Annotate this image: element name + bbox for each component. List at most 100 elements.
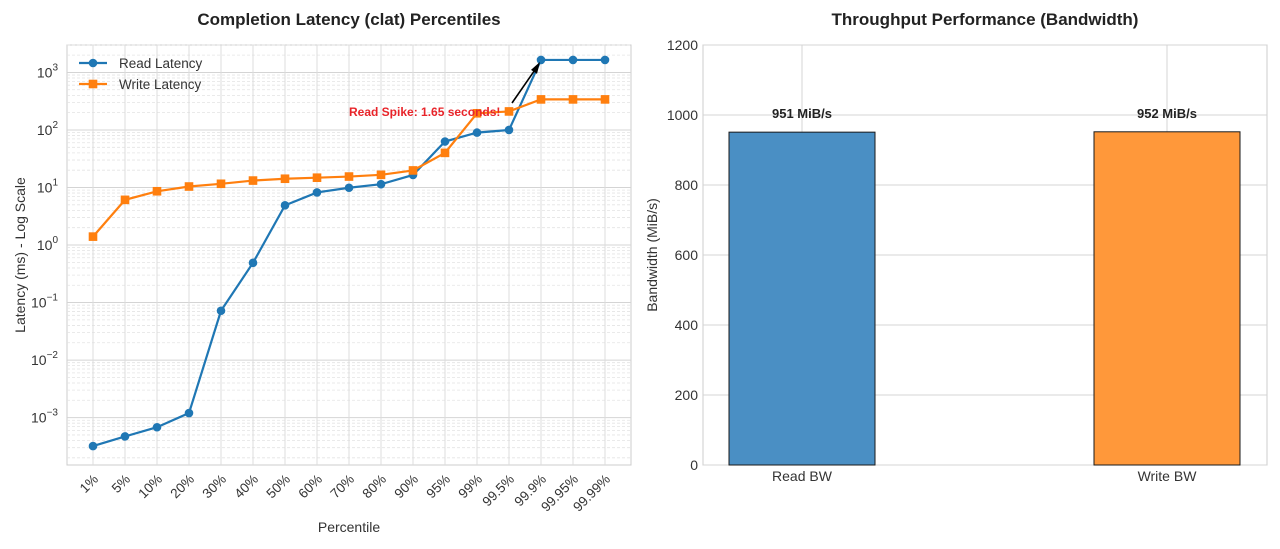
legend-marker (88, 79, 98, 89)
write-latency-point (184, 182, 194, 191)
x-tick-label: 70% (327, 472, 357, 502)
read-latency-point (376, 179, 386, 189)
bandwidth-chart: Throughput Performance (Bandwidth) 951 M… (644, 10, 1268, 484)
y-tick-exponent: −1 (47, 293, 59, 304)
write-latency-point (536, 95, 546, 104)
y-tick-exponent: 3 (52, 62, 58, 73)
bandwidth-chart-title: Throughput Performance (Bandwidth) (832, 10, 1139, 29)
latency-y-axis-label: Latency (ms) - Log Scale (12, 177, 28, 333)
x-tick-label: Write BW (1138, 468, 1198, 484)
x-tick-label: 50% (263, 472, 293, 502)
write-latency-point (472, 108, 482, 118)
write-latency-point (408, 166, 418, 175)
y-tick-label: 101 (37, 177, 59, 195)
y-tick-label: 103 (37, 62, 59, 80)
write-latency-point (440, 148, 450, 158)
latency-series (88, 55, 610, 451)
latency-x-axis-label: Percentile (318, 519, 380, 535)
bandwidth-y-axis-label: Bandwidth (MiB/s) (644, 198, 660, 312)
read-latency-point (536, 55, 546, 65)
x-tick-label: 80% (359, 472, 389, 502)
x-tick-label: 40% (231, 472, 261, 502)
latency-chart: Completion Latency (clat) Percentiles 1%… (12, 10, 632, 535)
y-tick-base: 10 (31, 410, 47, 426)
x-tick-label: 60% (295, 472, 325, 502)
y-tick-exponent: −3 (47, 408, 59, 419)
read-latency-point (88, 441, 98, 451)
x-tick-label: 95% (423, 472, 453, 502)
annotation-arrowhead (531, 61, 540, 74)
y-tick-base: 10 (37, 237, 53, 253)
y-tick-label: 10−1 (31, 293, 58, 311)
read-latency-point (248, 258, 258, 268)
x-tick-label: Read BW (772, 468, 833, 484)
write-latency-point (216, 179, 226, 189)
x-tick-label: 30% (199, 472, 229, 502)
y-tick-label: 1000 (667, 107, 698, 123)
read-latency-point (120, 432, 130, 441)
x-tick-label: 10% (135, 472, 165, 502)
write-latency-point (504, 107, 514, 116)
annotation-text: Read Spike: 1.65 seconds! (349, 105, 500, 119)
y-tick-base: 10 (31, 295, 47, 311)
y-tick-base: 10 (37, 122, 53, 138)
bandwidth-y-tick-labels: 0 200 400 600 800 1000 1200 (667, 37, 698, 473)
write-latency-point (376, 170, 386, 180)
y-tick-base: 10 (37, 64, 53, 80)
y-tick-label: 400 (675, 317, 699, 333)
y-tick-label: 1200 (667, 37, 698, 53)
y-tick-label: 102 (37, 120, 59, 138)
annotation-arrow (511, 66, 538, 104)
x-tick-label: 20% (167, 472, 197, 502)
y-tick-label: 0 (690, 457, 698, 473)
bandwidth-x-tick-labels: Read BW Write BW (772, 468, 1197, 484)
read-bw-bar (728, 131, 876, 466)
y-tick-exponent: 2 (52, 120, 58, 131)
read-latency-point (344, 183, 354, 193)
legend-label: Write Latency (119, 77, 202, 92)
write-latency-point (600, 95, 610, 104)
read-latency-point (440, 137, 450, 146)
y-tick-label: 10−3 (31, 408, 58, 426)
write-latency-point (568, 95, 578, 104)
read-latency-point (600, 55, 610, 65)
x-tick-label: 5% (109, 472, 133, 496)
read-latency-point (280, 201, 290, 210)
y-tick-label: 800 (675, 177, 699, 193)
read-latency-point (568, 55, 578, 65)
read-latency-point (472, 128, 482, 137)
write-latency-point (152, 186, 162, 196)
latency-annotation: Read Spike: 1.65 seconds! (349, 61, 540, 119)
read-latency-point (184, 408, 194, 418)
write-latency-point (120, 195, 130, 205)
x-tick-label: 90% (391, 472, 421, 502)
write-latency-point (280, 174, 290, 184)
y-tick-label: 100 (37, 235, 59, 253)
latency-x-tick-labels: 1% 5% 10% 20% 30% 40% 50% 60% 70% 80% 90% 95% 99%99.… (77, 472, 613, 515)
y-tick-base: 10 (37, 179, 53, 195)
bar-data-label: 951 MiB/s (772, 106, 832, 121)
read-latency-point (312, 188, 322, 197)
y-tick-exponent: 0 (52, 235, 58, 246)
y-tick-exponent: −2 (47, 350, 59, 361)
y-tick-label: 200 (675, 387, 699, 403)
read-latency-point (216, 306, 226, 316)
y-tick-exponent: 1 (52, 177, 58, 188)
x-tick-label: 1% (77, 472, 101, 496)
legend-label: Read Latency (119, 56, 203, 71)
latency-chart-title: Completion Latency (clat) Percentiles (197, 10, 500, 29)
bandwidth-bars: 951 MiB/s 952 MiB/s (728, 106, 1241, 466)
write-latency-point (248, 176, 258, 185)
bar-data-label: 952 MiB/s (1137, 106, 1197, 121)
latency-legend: Read Latency Write Latency (79, 56, 203, 92)
write-latency-point (312, 173, 322, 183)
read-latency-point (504, 125, 514, 135)
y-tick-base: 10 (31, 352, 47, 368)
write-latency-point (88, 232, 98, 241)
x-tick-label: 99.5% (479, 472, 517, 510)
write-latency-point (344, 172, 354, 181)
latency-grid (67, 44, 631, 465)
legend-marker (88, 58, 98, 68)
